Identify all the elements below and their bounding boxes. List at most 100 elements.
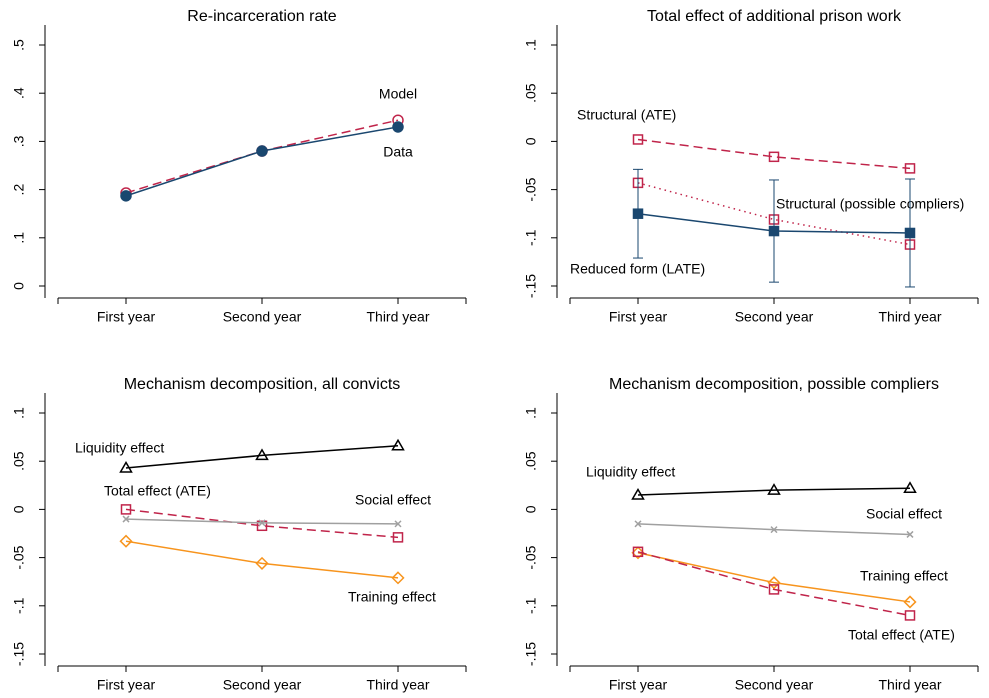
series-label: Liquidity effect bbox=[75, 440, 164, 456]
series-label: Model bbox=[379, 86, 417, 102]
series-label: Social effect bbox=[866, 506, 942, 522]
series-label: Structural (possible compliers) bbox=[776, 196, 964, 212]
y-tick-label: 0 bbox=[523, 137, 539, 145]
y-tick-label: -.15 bbox=[523, 642, 539, 666]
x-tick-label: Third year bbox=[366, 309, 429, 325]
series-label: Training effect bbox=[860, 568, 948, 584]
y-tick-label: 0 bbox=[11, 282, 27, 290]
series-line bbox=[637, 552, 911, 603]
x-tick-label: Third year bbox=[366, 677, 429, 693]
marker bbox=[119, 534, 133, 548]
y-tick-label: .1 bbox=[11, 407, 27, 419]
marker bbox=[634, 520, 642, 528]
x-tick-label: First year bbox=[97, 309, 156, 325]
marker bbox=[258, 519, 266, 527]
marker bbox=[122, 515, 130, 523]
y-tick-label: .1 bbox=[523, 39, 539, 51]
x-tick-label: First year bbox=[97, 677, 156, 693]
series-label: Reduced form (LATE) bbox=[570, 261, 705, 277]
series-label: Total effect (ATE) bbox=[104, 483, 211, 499]
series-line bbox=[637, 138, 911, 170]
panel: Mechanism decomposition, possible compli… bbox=[523, 376, 979, 693]
marker bbox=[120, 504, 132, 515]
marker bbox=[768, 225, 780, 237]
y-tick-label: -.1 bbox=[523, 229, 539, 246]
marker bbox=[767, 483, 781, 495]
y-tick-label: .5 bbox=[11, 39, 27, 51]
series-label: Structural (ATE) bbox=[577, 107, 676, 123]
panel: Mechanism decomposition, all convicts -.1… bbox=[11, 376, 467, 693]
series-line bbox=[637, 551, 911, 617]
y-tick-label: .3 bbox=[11, 135, 27, 147]
marker bbox=[391, 438, 405, 451]
series-line bbox=[125, 445, 399, 469]
series-label: Liquidity effect bbox=[586, 464, 675, 480]
y-tick-label: -.05 bbox=[523, 177, 539, 201]
y-tick-label: 0 bbox=[523, 505, 539, 513]
chart-title: Mechanism decomposition, all convicts bbox=[124, 376, 401, 393]
panel: Re-incarceration rate 0 .1 .2 .3 .4 .5 First ye… bbox=[11, 8, 467, 325]
marker bbox=[255, 556, 269, 570]
series-label: Social effect bbox=[355, 492, 431, 508]
marker bbox=[904, 163, 916, 174]
marker bbox=[631, 487, 645, 500]
marker bbox=[631, 546, 645, 560]
marker bbox=[256, 520, 268, 532]
y-tick-label: .4 bbox=[11, 87, 27, 99]
marker bbox=[120, 190, 132, 202]
y-tick-label: 0 bbox=[11, 505, 27, 513]
y-tick-label: -.15 bbox=[11, 642, 27, 666]
y-tick-label: .05 bbox=[523, 451, 539, 471]
series-line bbox=[125, 508, 399, 539]
y-tick-label: .1 bbox=[11, 232, 27, 244]
marker bbox=[767, 576, 781, 590]
chart-title: Re-incarceration rate bbox=[187, 8, 337, 25]
marker bbox=[632, 134, 644, 145]
series-line bbox=[637, 487, 911, 496]
y-tick-label: .2 bbox=[11, 184, 27, 196]
x-tick-label: Second year bbox=[735, 677, 814, 693]
y-tick-label: -.1 bbox=[11, 597, 27, 614]
x-tick-label: Second year bbox=[735, 309, 814, 325]
series-line bbox=[125, 540, 399, 579]
x-tick-label: Third year bbox=[878, 677, 941, 693]
x-tick-label: First year bbox=[609, 309, 668, 325]
y-tick-label: .1 bbox=[523, 407, 539, 419]
marker bbox=[391, 571, 405, 585]
y-tick-label: -.15 bbox=[523, 274, 539, 298]
marker bbox=[768, 151, 780, 163]
marker bbox=[256, 145, 268, 157]
marker bbox=[903, 595, 917, 609]
x-tick-label: Second year bbox=[223, 677, 302, 693]
marker bbox=[768, 584, 780, 595]
marker bbox=[394, 520, 402, 528]
marker bbox=[392, 121, 404, 133]
marker bbox=[632, 546, 644, 558]
marker bbox=[904, 227, 916, 239]
series-label: Total effect (ATE) bbox=[848, 627, 955, 643]
marker bbox=[632, 208, 644, 219]
x-tick-label: First year bbox=[609, 677, 668, 693]
chart-title: Total effect of additional prison work bbox=[647, 8, 902, 25]
series-label: Training effect bbox=[348, 589, 436, 605]
series-label: Data bbox=[383, 144, 413, 160]
marker bbox=[255, 448, 269, 461]
marker bbox=[904, 610, 916, 621]
marker bbox=[903, 481, 917, 493]
y-tick-label: .05 bbox=[11, 451, 27, 471]
marker bbox=[119, 460, 133, 473]
panel: Total effect of additional prison work -.… bbox=[523, 8, 979, 325]
y-tick-label: .05 bbox=[523, 83, 539, 103]
marker bbox=[770, 526, 778, 534]
y-tick-label: -.1 bbox=[523, 597, 539, 614]
y-tick-label: -.05 bbox=[11, 545, 27, 569]
y-tick-label: -.05 bbox=[523, 545, 539, 569]
x-tick-label: Second year bbox=[223, 309, 302, 325]
chart-title: Mechanism decomposition, possible compli… bbox=[609, 376, 939, 393]
series-line bbox=[125, 126, 399, 197]
marker bbox=[392, 532, 404, 543]
marker bbox=[906, 530, 914, 538]
x-tick-label: Third year bbox=[878, 309, 941, 325]
